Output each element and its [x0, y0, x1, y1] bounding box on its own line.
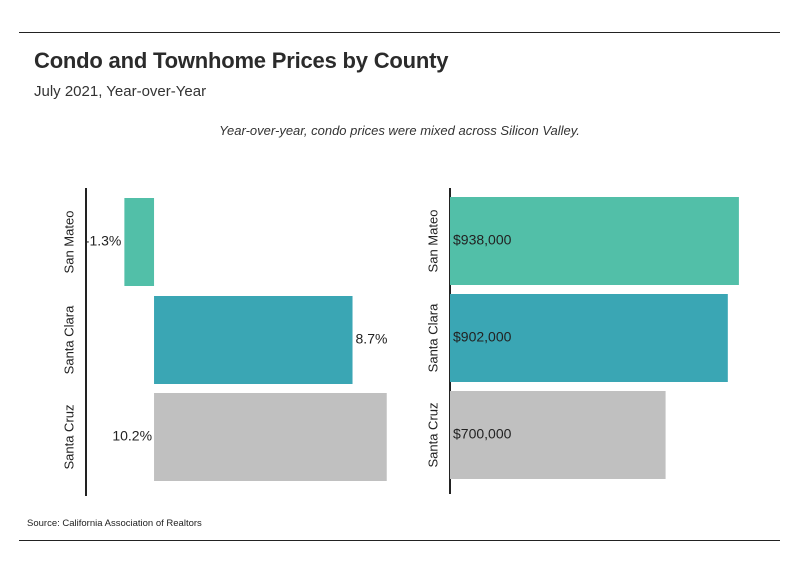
median-price-chart: San Mateo $938,000 Santa Clara $902,000 Sant… — [425, 188, 739, 494]
yoy-bar-santa-cruz — [154, 393, 387, 481]
bottom-rule — [19, 540, 780, 541]
yoy-category-label-san-mateo: San Mateo — [61, 211, 76, 274]
source-note: Source: California Association of Realto… — [27, 518, 202, 529]
yoy-value-label-santa-cruz: 10.2% — [112, 428, 152, 444]
price-category-label-san-mateo: San Mateo — [425, 210, 440, 273]
yoy-change-chart: San Mateo -1.3% Santa Clara 8.7% Santa Cruz 1… — [61, 188, 387, 496]
chart-title: Condo and Townhome Prices by County — [34, 48, 449, 73]
price-value-label-santa-cruz: $700,000 — [453, 426, 512, 442]
chart-annotation: Year-over-year, condo prices were mixed … — [219, 123, 580, 138]
price-category-label-santa-cruz: Santa Cruz — [425, 402, 440, 467]
price-value-label-santa-clara: $902,000 — [453, 329, 512, 345]
price-category-label-santa-clara: Santa Clara — [425, 303, 440, 372]
yoy-category-label-santa-clara: Santa Clara — [61, 305, 76, 374]
price-bar-santa-clara — [450, 294, 728, 382]
chart-subtitle: July 2021, Year-over-Year — [34, 83, 207, 100]
price-bar-san-mateo — [450, 197, 739, 285]
yoy-bar-santa-clara — [154, 296, 353, 384]
yoy-value-label-san-mateo: -1.3% — [85, 233, 122, 249]
yoy-bar-san-mateo — [124, 198, 155, 286]
price-bar-santa-cruz — [450, 391, 666, 479]
yoy-value-label-santa-clara: 8.7% — [356, 331, 388, 347]
price-value-label-san-mateo: $938,000 — [453, 232, 512, 248]
yoy-category-label-santa-cruz: Santa Cruz — [61, 404, 76, 469]
top-rule — [19, 32, 780, 33]
